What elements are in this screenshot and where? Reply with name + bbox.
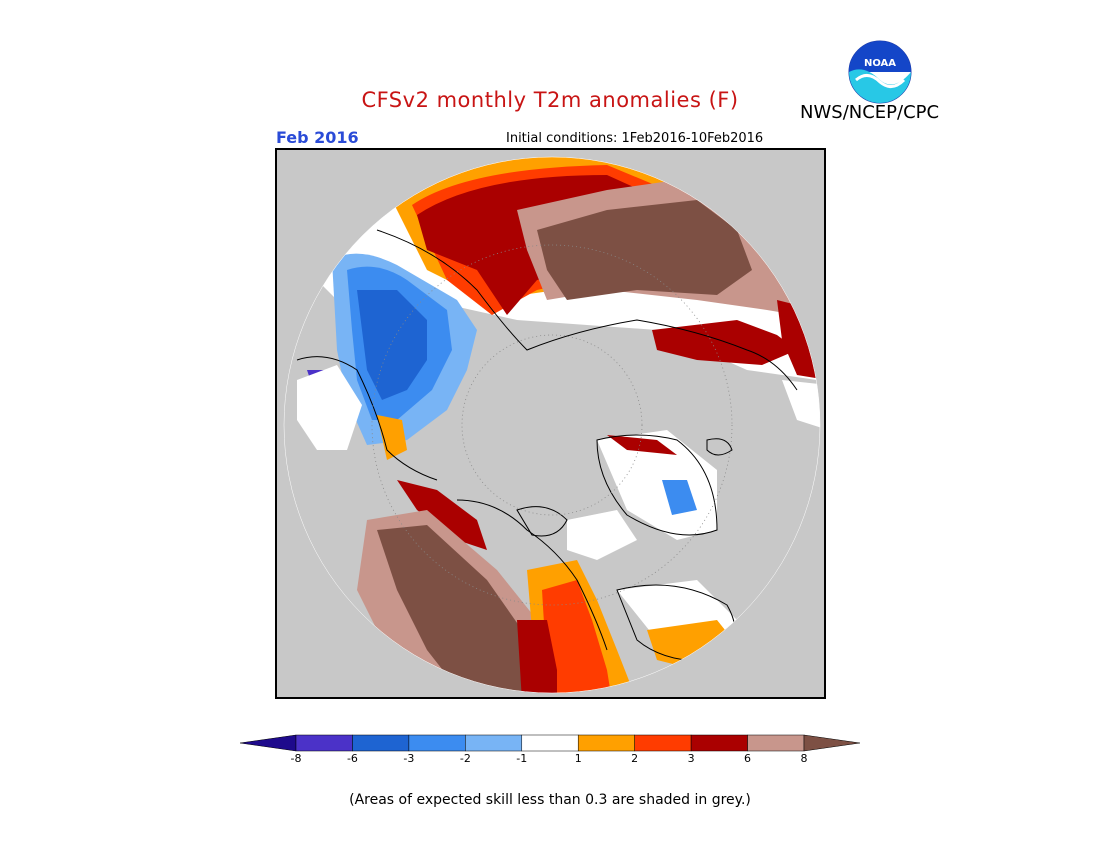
agency-label: NWS/NCEP/CPC — [800, 102, 940, 123]
map-canvas — [277, 150, 824, 697]
white-region-arctic-islands — [567, 510, 637, 560]
colorbar — [240, 734, 860, 752]
white-region-pacific — [782, 380, 820, 430]
colorbar-bin — [634, 734, 692, 752]
blue-region-greenland — [662, 480, 697, 515]
colorbar-tick-label: -3 — [403, 752, 415, 765]
graticule — [371, 244, 733, 606]
valid-month: Feb 2016 — [276, 128, 359, 147]
colorbar-tick-label: 8 — [800, 752, 808, 765]
orange-region-africa — [377, 415, 407, 460]
colorbar-bin — [465, 734, 523, 752]
darkblue-region-europe — [357, 290, 427, 400]
colorbar-bin — [577, 734, 635, 752]
brown-region-asia — [537, 200, 752, 300]
colorbar-bin — [408, 734, 466, 752]
darkred-strip-arctic — [607, 435, 677, 455]
polar-map — [275, 148, 826, 699]
colorbar-tick-label: 1 — [574, 752, 582, 765]
darkred-region-canada — [517, 620, 557, 693]
colorbar-bin — [747, 734, 805, 752]
colorbar-arrow-high — [803, 734, 860, 752]
colorbar-tick-label: -2 — [459, 752, 471, 765]
colorbar-bin — [295, 734, 353, 752]
colorbar-tick-label: -8 — [290, 752, 302, 765]
colorbar-bin — [690, 734, 748, 752]
colorbar-arrow-low — [240, 734, 297, 752]
colorbar-bin — [352, 734, 410, 752]
white-region-mediterranean — [297, 365, 362, 450]
colorbar-tick-label: -1 — [516, 752, 528, 765]
redorange-region-canada — [542, 580, 612, 693]
colorbar-tick-label: 3 — [687, 752, 695, 765]
brown-region-na — [377, 525, 537, 693]
chart-title: CFSv2 monthly T2m anomalies (F) — [361, 88, 739, 112]
colorbar-tick-label: 2 — [631, 752, 639, 765]
skill-footnote: (Areas of expected skill less than 0.3 a… — [349, 792, 751, 808]
colorbar-tick-label: 6 — [744, 752, 752, 765]
colorbar-tick-label: -6 — [346, 752, 358, 765]
darkred-region-na-west — [397, 480, 487, 550]
logo-text: NOAA — [864, 58, 896, 69]
white-region-greenland — [597, 430, 717, 540]
noaa-logo: NOAA — [848, 40, 912, 104]
colorbar-bin — [521, 734, 579, 752]
initial-conditions: Initial conditions: 1Feb2016-10Feb2016 — [506, 131, 764, 146]
